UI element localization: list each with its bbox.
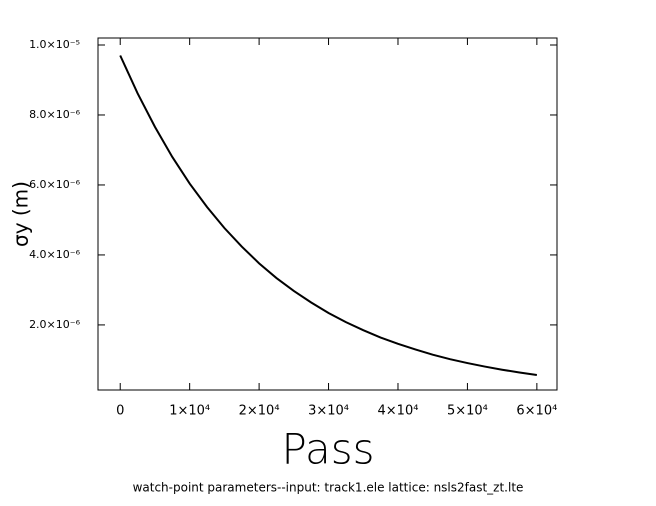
plot-frame bbox=[97, 37, 558, 391]
footer: watch-point parameters--input: track1.el… bbox=[133, 481, 524, 495]
x-tick-label: 2×10⁴ bbox=[239, 404, 280, 419]
y-axis-label: σy (m) bbox=[9, 181, 33, 247]
x-tick-label: 1×10⁴ bbox=[169, 404, 210, 419]
x-tick-label: 3×10⁴ bbox=[308, 404, 349, 419]
y-tick-label: 8.0×10⁻⁶ bbox=[29, 108, 81, 121]
data-line bbox=[119, 55, 537, 376]
x-tick-label: 4×10⁴ bbox=[378, 404, 419, 419]
y-tick-label: 6.0×10⁻⁶ bbox=[29, 178, 81, 191]
x-tick-label: 5×10⁴ bbox=[447, 404, 488, 419]
x-tick-label: 6×10⁴ bbox=[516, 404, 557, 419]
x-tick-label: 0 bbox=[116, 404, 124, 419]
y-tick-label: 2.0×10⁻⁶ bbox=[29, 318, 81, 331]
y-tick-label: 4.0×10⁻⁶ bbox=[29, 248, 81, 261]
x-axis-label: Pass bbox=[282, 425, 375, 474]
y-tick-label: 1.0×10⁻⁵ bbox=[29, 38, 80, 51]
